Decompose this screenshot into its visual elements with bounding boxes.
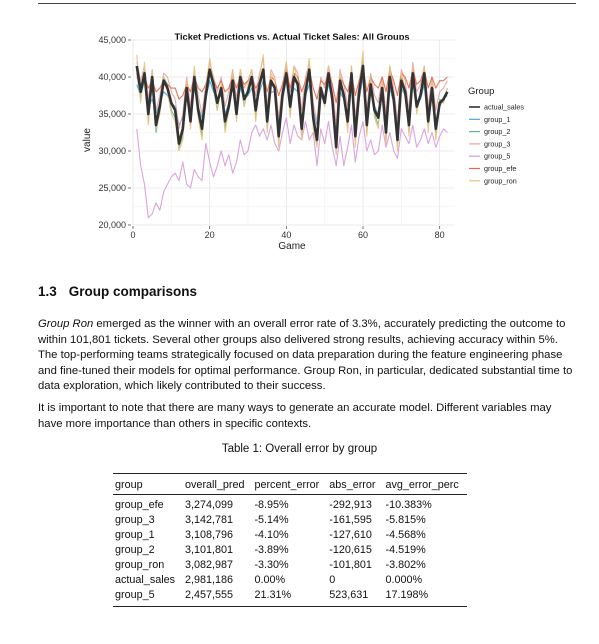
table-body: group_efe 3,274,099 -8.95% -292,913 -10.383%…	[113, 495, 467, 607]
table-cell: -5.14%	[254, 514, 289, 526]
x-tick-label: 40	[281, 230, 291, 240]
legend-label: group_5	[484, 152, 510, 161]
table-cell: 3,274,099	[185, 499, 234, 511]
y-tick-label: 45,000	[98, 35, 126, 45]
table-cell: 523,631	[329, 589, 369, 601]
table-cell: -4.568%	[385, 529, 426, 541]
series-lines	[135, 50, 449, 219]
table-cell: -4.519%	[385, 544, 426, 556]
table-header-cell: avg_error_perc	[383, 473, 467, 495]
table-caption: Table 1: Overall error by group	[221, 443, 378, 455]
table-cell: actual_sales	[115, 574, 176, 586]
table-cell: 3,108,796	[185, 529, 234, 541]
table-cell: group_1	[115, 529, 155, 541]
table-cell: -10.383%	[385, 499, 432, 511]
table-row: group_5 2,457,555 21.31% 523,631 17.198%	[113, 588, 467, 607]
section-number: 1.3	[38, 284, 57, 299]
top-rule	[38, 3, 576, 4]
table-cell: group_efe	[115, 499, 164, 511]
x-tick-label: 60	[358, 230, 368, 240]
error-table: group overall_pred percent_error abs_error a…	[113, 473, 467, 607]
table-cell: 0	[329, 574, 336, 586]
table-cell: group_5	[115, 589, 155, 601]
table-cell: -161,595	[329, 514, 372, 526]
table-cell: group_3	[115, 514, 155, 526]
paragraph-body: emerged as the winner with an overall er…	[38, 318, 573, 393]
table-cell: -5.815%	[385, 514, 426, 526]
table-cell: 3,142,781	[185, 514, 234, 526]
y-tick-label: 40,000	[98, 72, 126, 82]
section-heading: 1.3 Group comparisons	[38, 284, 197, 299]
paragraph-note: It is important to note that there are m…	[38, 402, 552, 430]
table-row: actual_sales 2,981,186 0.00% 0 0.000%	[113, 573, 467, 588]
table-header-cell: abs_error	[327, 473, 384, 495]
x-axis-label: Game	[278, 241, 306, 252]
table-header-cell: group	[113, 473, 184, 495]
table-cell: -101,801	[329, 559, 372, 571]
chart-title: Ticket Predictions vs. Actual Ticket Sal…	[174, 32, 409, 42]
table-row: group_efe 3,274,099 -8.95% -292,913 -10.383%	[113, 495, 467, 514]
table-cell: -3.89%	[254, 544, 289, 556]
table-cell: -3.802%	[385, 559, 426, 571]
table-cell: 0.000%	[385, 574, 423, 586]
legend-label: group_ron	[484, 176, 517, 185]
table-cell: -127,610	[329, 529, 372, 541]
table-header-row: group overall_pred percent_error abs_error a…	[113, 473, 467, 495]
table-cell: group_2	[115, 544, 155, 556]
table-cell: 2,981,186	[185, 574, 234, 586]
axes: 20,000 25,000 30,000 35,000 40,000 45,000 0 20 4…	[98, 35, 444, 240]
table-cell: 3,082,987	[185, 559, 234, 571]
table-cell: -3.30%	[254, 559, 289, 571]
legend-label: group_efe	[484, 164, 516, 173]
x-tick-label: 0	[130, 230, 135, 240]
table-cell: 3,101,801	[185, 544, 234, 556]
legend: Group actual_sales group_1 group_2 group_3gr…	[468, 86, 524, 185]
legend-title: Group	[468, 86, 494, 97]
y-tick-label: 35,000	[98, 109, 126, 119]
table-cell: group_ron	[115, 559, 165, 571]
y-tick-label: 30,000	[98, 146, 126, 156]
section-title: Group comparisons	[68, 284, 198, 299]
table-cell: 17.198%	[385, 589, 429, 601]
series-line-group-efe	[136, 65, 448, 104]
y-axis-label: value	[82, 128, 93, 152]
table-row: group_1 3,108,796 -4.10% -127,610 -4.568%	[113, 528, 467, 543]
legend-label: group_3	[484, 139, 510, 148]
table-cell: 2,457,555	[185, 589, 234, 601]
legend-label: group_2	[484, 127, 510, 136]
paragraph-results: Group Ron emerged as the winner with an …	[38, 317, 578, 395]
table-row: group_2 3,101,801 -3.89% -120,615 -4.519%	[113, 543, 467, 558]
table-cell: -292,913	[329, 499, 372, 511]
table-cell: -4.10%	[254, 529, 289, 541]
series-line-actual-sales	[135, 64, 449, 149]
table-cell: 21.31%	[254, 589, 292, 601]
y-tick-label: 25,000	[98, 183, 126, 193]
series-line-group-5	[136, 117, 448, 219]
table-row: group_ron 3,082,987 -3.30% -101,801 -3.802%	[113, 558, 467, 573]
x-tick-label: 20	[205, 230, 215, 240]
y-tick-label: 20,000	[98, 220, 126, 230]
table-row: group_3 3,142,781 -5.14% -161,595 -5.815%	[113, 513, 467, 528]
chart: Ticket Predictions vs. Actual Ticket Sal…	[82, 32, 524, 252]
table-header-cell: overall_pred	[183, 473, 253, 495]
legend-label: actual_sales	[484, 103, 524, 112]
paragraph-emphasis: Group Ron	[38, 318, 94, 330]
table-cell: 0.00%	[254, 574, 286, 586]
table-cell: -120,615	[329, 544, 372, 556]
x-tick-label: 80	[435, 230, 445, 240]
legend-label: group_1	[484, 115, 510, 124]
table-cell: -8.95%	[254, 499, 289, 511]
table-header-cell: percent_error	[252, 473, 328, 495]
